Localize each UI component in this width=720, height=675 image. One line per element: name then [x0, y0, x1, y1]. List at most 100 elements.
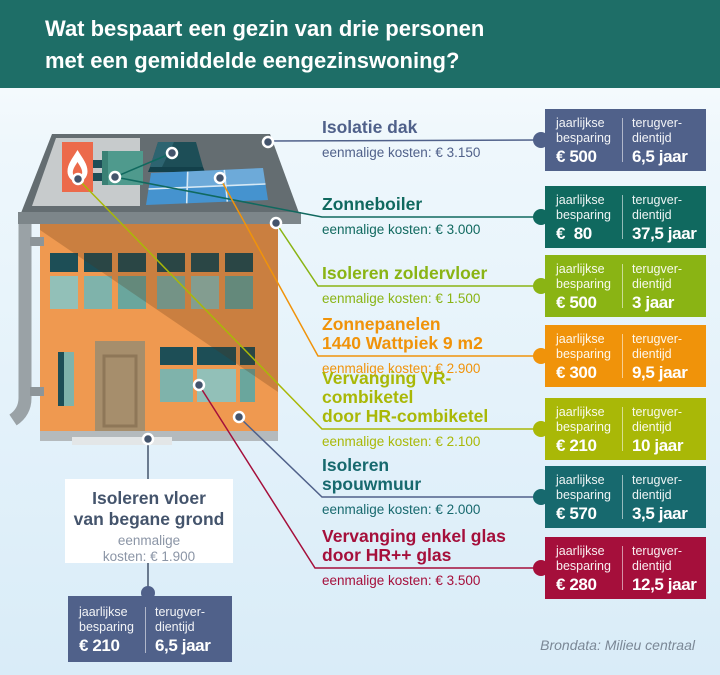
- title-line: Vervanging enkel glas: [322, 526, 506, 546]
- payback-label: terugver-: [632, 262, 683, 276]
- saving-column: jaarlijkse besparing € 280: [556, 544, 622, 594]
- divider: [622, 475, 623, 519]
- doorstep: [72, 437, 172, 445]
- dot-dak: [261, 135, 275, 149]
- upper-windows: [50, 253, 253, 309]
- house-facade: [40, 222, 278, 445]
- payback-label: dientijd: [632, 558, 672, 573]
- saving-label: besparing: [79, 619, 134, 634]
- payback-value: 37,5 jaar: [632, 224, 697, 243]
- ground-left-window: [58, 352, 74, 406]
- measure-cost-zonneboiler: eenmalige kosten: € 3.000: [322, 222, 481, 237]
- saving-label: jaarlijkse: [79, 605, 128, 619]
- payback-column: terugver-dientijd 10 jaar: [623, 405, 698, 455]
- payback-value: 10 jaar: [632, 436, 684, 455]
- saving-label: jaarlijkse: [556, 262, 605, 276]
- cost-line: eenmalige: [117, 533, 181, 548]
- payback-column: terugver-dientijd 37,5 jaar: [623, 193, 698, 243]
- saving-label: besparing: [556, 130, 611, 145]
- divider: [622, 195, 623, 239]
- payback-label: terugver-: [632, 405, 683, 419]
- title-line: Isolatie dak: [322, 117, 418, 137]
- payback-label: terugver-: [632, 116, 683, 130]
- saving-value: € 210: [79, 636, 120, 655]
- saving-column: jaarlijkse besparing € 210: [79, 605, 145, 657]
- line-combiketel: [77, 178, 540, 430]
- floor-measure-cost: eenmalige kosten: € 1.900: [65, 533, 233, 565]
- dot-vloer: [141, 432, 155, 446]
- stat-box-zoldervloer: jaarlijkse besparing € 500 terugver-dienti…: [545, 255, 706, 317]
- dot-zonnepanelen: [213, 171, 227, 185]
- divider: [622, 118, 623, 162]
- title-line: Isoleren zoldervloer: [322, 263, 488, 283]
- stat-box-vloer: jaarlijkse besparing € 210 terugver-dienti…: [68, 596, 232, 662]
- title-line: van begane grond: [73, 509, 225, 529]
- dot-glas: [192, 378, 206, 392]
- saving-column: jaarlijkse besparing € 500: [556, 262, 622, 312]
- line-spouwmuur: [238, 416, 540, 498]
- stat-box-zonnepanelen: jaarlijkse besparing € 300 terugver-dienti…: [545, 325, 706, 387]
- payback-label: dientijd: [632, 487, 672, 502]
- dot-zoldervloer: [269, 216, 283, 230]
- saving-label: jaarlijkse: [556, 332, 605, 346]
- payback-column: terugver-dientijd 3,5 jaar: [623, 473, 698, 523]
- payback-value: 3,5 jaar: [632, 504, 688, 523]
- saving-label: besparing: [556, 207, 611, 222]
- payback-label: dientijd: [632, 130, 672, 145]
- payback-value: 3 jaar: [632, 293, 675, 312]
- payback-label: terugver-: [632, 193, 683, 207]
- saving-value: € 500: [556, 293, 597, 312]
- saving-column: jaarlijkse besparing € 80: [556, 193, 622, 243]
- measure-cost-zoldervloer: eenmalige kosten: € 1.500: [322, 291, 481, 306]
- downpipe: [9, 224, 44, 426]
- source-note: Brondata: Milieu centraal: [540, 637, 695, 653]
- payback-value: 9,5 jaar: [632, 363, 688, 382]
- line-zonneboiler: [112, 152, 540, 218]
- stat-box-zonneboiler: jaarlijkse besparing € 80 terugver-dientij…: [545, 186, 706, 248]
- divider: [145, 607, 146, 653]
- payback-label: dientijd: [632, 346, 672, 361]
- title-line: Isoleren: [322, 455, 390, 475]
- saving-value: € 500: [556, 147, 597, 166]
- saving-label: besparing: [556, 276, 611, 291]
- saving-label: besparing: [556, 346, 611, 361]
- saving-value: € 80: [556, 224, 592, 243]
- payback-label: terugver-: [632, 332, 683, 346]
- saving-label: jaarlijkse: [556, 116, 605, 130]
- dot-ketel: [71, 172, 85, 186]
- line-glas: [198, 384, 540, 569]
- title-line: Zonnepanelen: [322, 314, 441, 334]
- saving-label: jaarlijkse: [556, 473, 605, 487]
- measure-cost-combiketel: eenmalige kosten: € 2.100: [322, 434, 481, 449]
- measure-title-dak: Isolatie dak: [322, 118, 540, 137]
- page-title: Wat bespaart een gezin van drie personen…: [45, 13, 484, 77]
- saving-column: jaarlijkse besparing € 210: [556, 405, 622, 455]
- title-line: spouwmuur: [322, 474, 422, 494]
- stat-box-combiketel: jaarlijkse besparing € 210 terugver-dienti…: [545, 398, 706, 460]
- measure-cost-dak: eenmalige kosten: € 3.150: [322, 145, 481, 160]
- title-line: Isoleren vloer: [92, 488, 206, 508]
- payback-column: terugver-dientijd 6,5 jaar: [623, 116, 698, 166]
- stat-box-spouwmuur: jaarlijkse besparing € 570 terugver-dienti…: [545, 466, 706, 528]
- stat-box-glas: jaarlijkse besparing € 280 terugver-dienti…: [545, 537, 706, 599]
- title-line: door HR++ glas: [322, 545, 452, 565]
- line-dak: [267, 139, 541, 142]
- measure-title-zoldervloer: Isoleren zoldervloer: [322, 264, 540, 283]
- divider: [622, 264, 623, 308]
- saving-column: jaarlijkse besparing € 300: [556, 332, 622, 382]
- measure-title-combiketel: Vervanging VR-combiketel door HR-combiket…: [322, 369, 540, 426]
- divider: [622, 546, 623, 590]
- solar-panels: [146, 168, 268, 205]
- payback-label: terugver-: [632, 544, 683, 558]
- saving-value: € 570: [556, 504, 597, 523]
- payback-value: 12,5 jaar: [632, 575, 697, 594]
- payback-label: dientijd: [632, 419, 672, 434]
- divider: [622, 334, 623, 378]
- measure-cost-zonnepanelen: eenmalige kosten: € 2.900: [322, 361, 481, 376]
- title-line: Zonneboiler: [322, 194, 423, 214]
- payback-value: 6,5 jaar: [632, 147, 688, 166]
- dot-tank: [108, 170, 122, 184]
- header: Wat bespaart een gezin van drie personen…: [0, 0, 720, 88]
